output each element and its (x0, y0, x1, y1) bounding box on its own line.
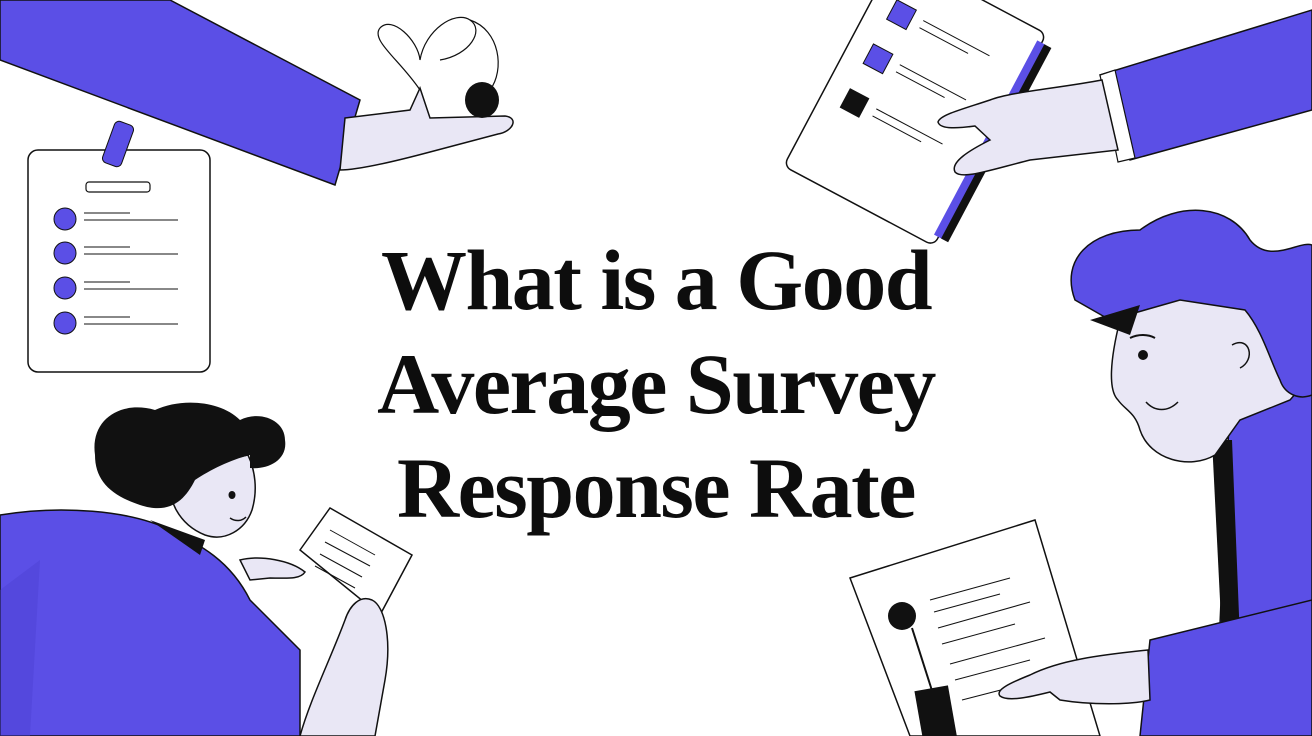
checklist-row (53, 207, 178, 231)
title-line-3: Response Rate (397, 440, 916, 536)
top-left-arm-illustration (0, 0, 514, 186)
paper-sheet-icon (298, 507, 414, 617)
clipboard-icon (27, 120, 211, 373)
title-line-2: Average Survey (377, 336, 936, 432)
title-line-1: What is a Good (380, 232, 933, 328)
checklist-row (53, 276, 178, 300)
reading-person-illustration (0, 402, 414, 736)
held-object-icon (465, 82, 499, 118)
checklist-row (53, 311, 178, 335)
top-right-arm-illustration (937, 9, 1312, 176)
page-title: What is a Good Average Survey Response R… (316, 228, 996, 540)
hand-icon (998, 599, 1312, 736)
document-icon (849, 519, 1101, 736)
checklist-row (53, 241, 178, 265)
